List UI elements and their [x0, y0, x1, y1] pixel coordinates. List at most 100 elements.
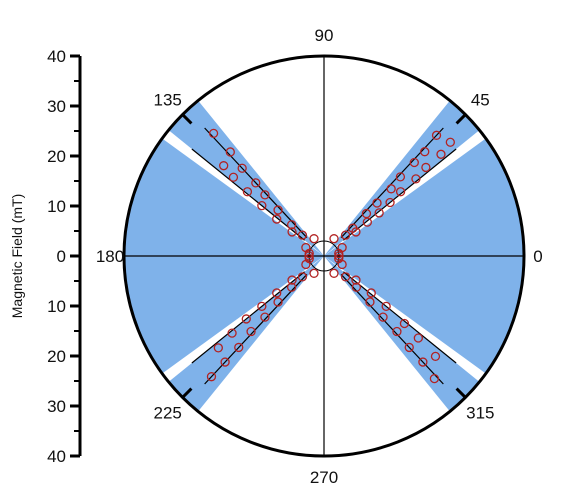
- data-point: [251, 178, 261, 188]
- data-point: [374, 208, 384, 218]
- data-point: [340, 272, 351, 282]
- data-point: [273, 297, 283, 307]
- data-point: [392, 326, 402, 337]
- data-point: [362, 217, 372, 227]
- data-point: [337, 242, 347, 253]
- inner-circle: [308, 240, 340, 272]
- data-point: [257, 301, 267, 312]
- data-point: [301, 259, 311, 270]
- data-point: [430, 351, 441, 362]
- data-point: [386, 184, 396, 194]
- data-point: [225, 147, 235, 157]
- fit-line-4: [191, 271, 305, 364]
- data-point: [206, 372, 217, 382]
- shaded-band-3: [168, 100, 324, 256]
- data-point: [372, 198, 382, 208]
- radial-axis: Magnetic Field (mT) 40 30 20 10 0 10 20 30 40: [9, 47, 82, 466]
- data-point: [213, 343, 223, 353]
- data-point: [309, 268, 319, 278]
- angle-label-225: 225: [154, 403, 182, 422]
- data-point: [297, 230, 308, 240]
- data-point: [273, 205, 283, 215]
- radial-axis-title: Magnetic Field (mT): [9, 194, 25, 318]
- data-point: [301, 242, 311, 253]
- data-point: [399, 318, 410, 329]
- data-point: [272, 214, 282, 224]
- data-point: [421, 162, 431, 173]
- fit-line-6: [343, 271, 457, 364]
- angle-label-135: 135: [154, 91, 182, 110]
- data-point: [297, 272, 308, 282]
- data-point: [431, 130, 442, 140]
- data-point: [287, 275, 297, 285]
- angle-label-45: 45: [471, 91, 490, 110]
- data-point: [351, 275, 361, 285]
- data-point: [340, 230, 351, 240]
- angle-tick-135: [181, 113, 193, 125]
- data-point: [413, 333, 423, 343]
- data-point: [287, 227, 297, 237]
- fit-lines: [191, 127, 457, 385]
- data-point: [409, 157, 419, 168]
- angle-tick-45: [455, 113, 467, 125]
- data-point: [227, 328, 237, 338]
- fit-line-7: [340, 273, 444, 385]
- data-point: [257, 200, 267, 211]
- radial-tick-label: 10: [47, 197, 66, 216]
- data-point: [242, 187, 253, 197]
- data-point: [411, 174, 421, 184]
- data-points: [206, 128, 455, 384]
- fit-line-3: [204, 127, 308, 239]
- data-point: [246, 326, 256, 337]
- data-point: [351, 227, 361, 237]
- data-point: [237, 163, 247, 173]
- data-point: [329, 268, 339, 278]
- data-point: [436, 149, 446, 159]
- data-point: [272, 288, 282, 298]
- polar-axes: [122, 54, 526, 458]
- radial-tick-label: 30: [47, 397, 66, 416]
- data-point: [429, 373, 440, 384]
- data-point: [241, 314, 251, 324]
- angle-tick-315: [455, 387, 467, 399]
- data-point: [366, 288, 376, 298]
- data-point: [260, 190, 270, 200]
- angle-label-90: 90: [315, 26, 334, 45]
- data-point: [420, 147, 430, 157]
- data-point: [286, 282, 297, 292]
- shaded-band-4: [168, 256, 324, 412]
- fit-line-0: [343, 148, 457, 241]
- angle-labels: 90 45 0 315 270 225 180 135: [96, 26, 543, 487]
- radial-tick-label: 40: [47, 47, 66, 66]
- angle-tick-225: [181, 387, 193, 399]
- fit-line-2: [191, 148, 305, 241]
- fit-line-5: [204, 273, 308, 385]
- data-point: [329, 234, 339, 244]
- data-point: [208, 128, 219, 139]
- data-point: [385, 197, 395, 208]
- radial-tick-label: 40: [47, 447, 66, 466]
- data-point: [378, 312, 388, 322]
- data-point: [286, 220, 297, 230]
- radial-tick-label: 20: [47, 147, 66, 166]
- radial-tick-label: 30: [47, 97, 66, 116]
- data-point: [381, 301, 391, 312]
- radial-tick-label: 0: [57, 247, 66, 266]
- data-point: [365, 297, 375, 307]
- fit-line-1: [340, 127, 444, 239]
- data-point: [220, 357, 230, 367]
- data-point: [361, 208, 372, 219]
- data-point: [395, 187, 406, 197]
- radial-tick-label: 10: [47, 297, 66, 316]
- data-point: [418, 357, 428, 367]
- data-point: [404, 342, 414, 353]
- data-point: [309, 234, 319, 244]
- data-point: [395, 172, 406, 182]
- data-point: [260, 312, 270, 322]
- angle-label-270: 270: [310, 468, 338, 487]
- data-point: [219, 161, 229, 171]
- data-point: [445, 137, 455, 147]
- radial-tick-label: 20: [47, 347, 66, 366]
- data-point: [228, 172, 239, 182]
